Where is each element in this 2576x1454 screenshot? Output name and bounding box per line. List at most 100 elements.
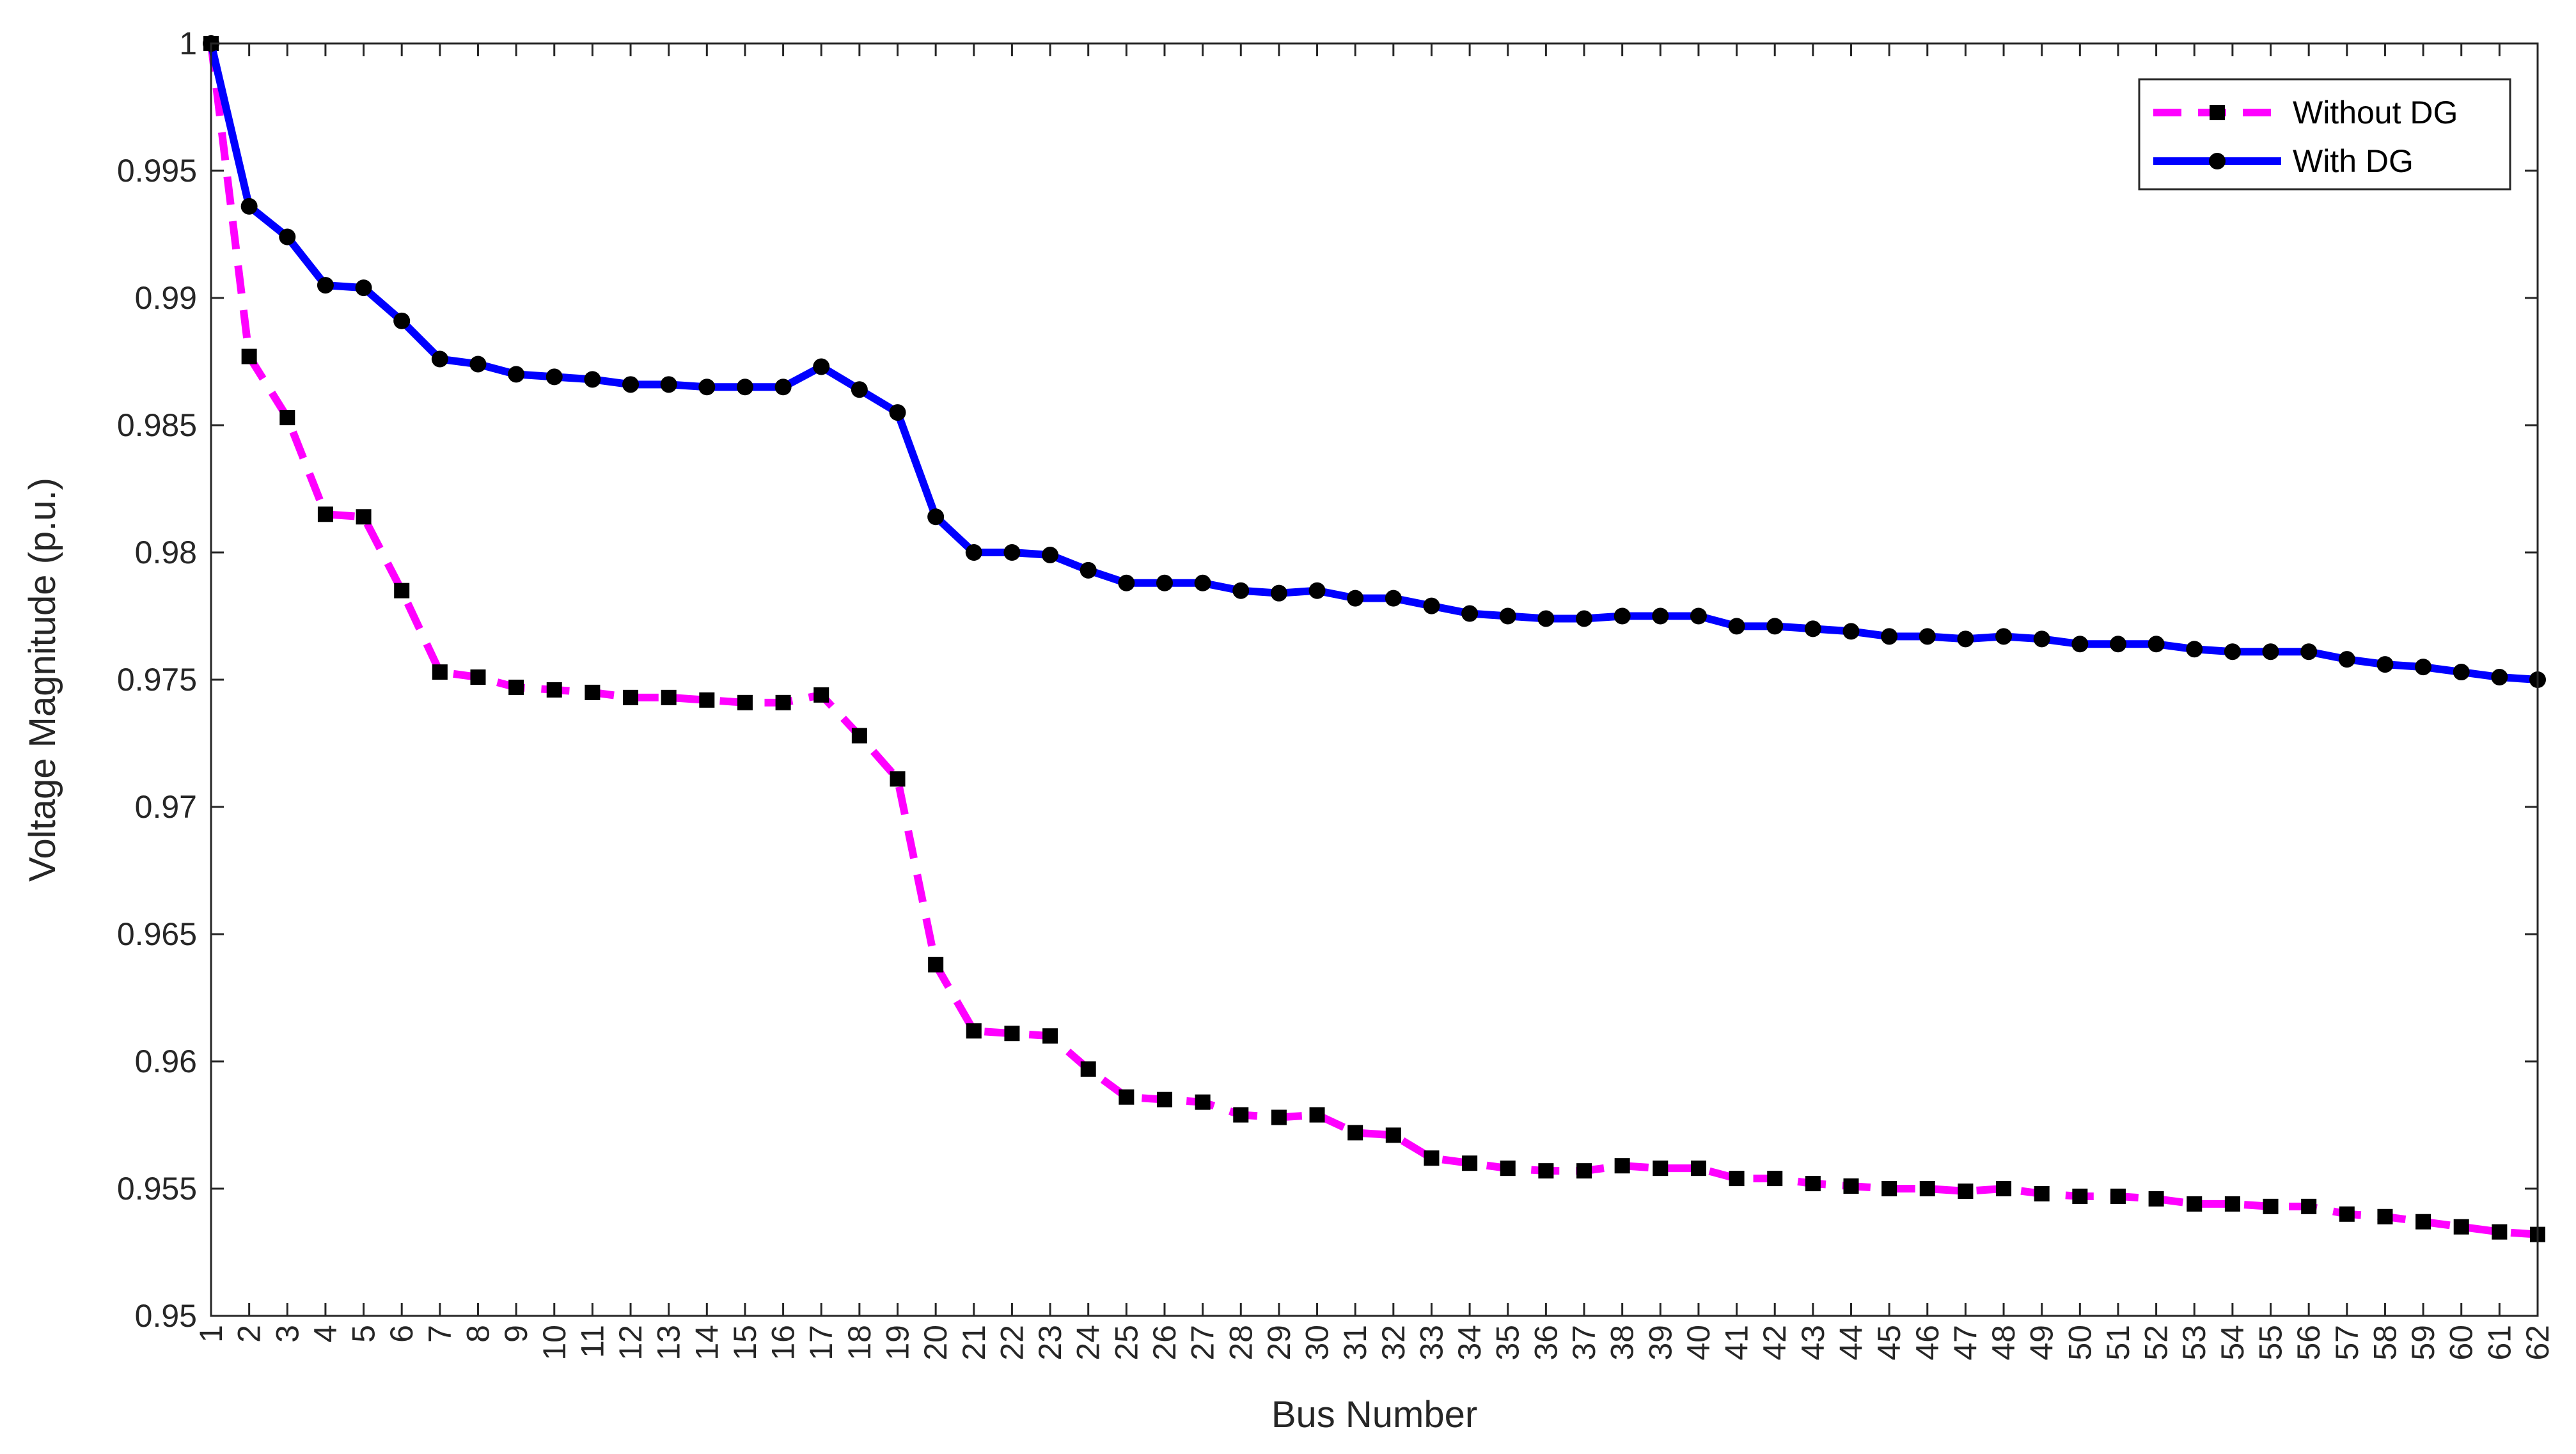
data-point-circle [1728,618,1745,635]
y-tick-label: 0.995 [117,153,197,189]
data-point-square [1958,1183,1974,1199]
x-tick-label: 46 [1910,1325,1945,1361]
data-point-square [1996,1181,2012,1196]
x-tick-label: 36 [1528,1325,1564,1361]
data-point-circle [2338,651,2355,668]
data-point-circle [965,544,982,561]
x-tick-label: 30 [1300,1325,1335,1361]
data-point-square [1347,1125,1363,1141]
legend-label: With DG [2293,143,2414,179]
x-tick-label: 52 [2139,1325,2174,1361]
data-point-square [1462,1155,1478,1171]
data-point-square [394,582,410,598]
legend-entry: Without DG [2153,95,2458,130]
data-point-square [508,679,524,695]
data-point-square [813,687,829,703]
data-point-circle [1881,628,1898,645]
x-tick-label: 62 [2520,1325,2556,1361]
data-point-circle [1232,582,1250,599]
legend-label: Without DG [2293,95,2458,130]
legend-box [2138,78,2511,191]
x-tick-label: 34 [1452,1325,1488,1361]
x-axis-label: Bus Number [1271,1394,1477,1435]
data-point-circle [2224,643,2241,661]
data-point-circle [1080,561,1097,579]
data-point-square [2148,1191,2164,1207]
data-point-circle [431,350,448,368]
x-tick-label: 35 [1490,1325,1526,1361]
x-tick-label: 7 [422,1325,458,1343]
data-point-square [356,509,372,525]
data-point-circle [393,312,411,329]
data-point-circle [851,381,868,398]
data-point-square [775,694,791,710]
x-tick-label: 42 [1757,1325,1793,1361]
data-point-square [1004,1026,1020,1042]
data-point-square [2224,1196,2240,1212]
x-tick-label: 51 [2100,1325,2136,1361]
x-tick-label: 55 [2253,1325,2289,1361]
data-point-square [2034,1185,2050,1201]
y-tick-label: 0.96 [135,1044,197,1079]
data-point-circle [2148,636,2165,653]
data-point-circle [2453,664,2470,681]
data-point-square [2072,1188,2088,1204]
legend: Without DG With DG [2138,78,2511,191]
x-tick-label: 38 [1605,1325,1640,1361]
x-tick-label: 9 [498,1325,534,1343]
data-point-circle [698,379,716,396]
data-point-circle [1118,574,1135,591]
data-point-square [1195,1094,1211,1110]
data-point-circle [317,277,334,294]
data-point-square [1500,1161,1516,1176]
data-point-circle [2071,636,2089,653]
x-tick-label: 33 [1413,1325,1449,1361]
data-point-circle [584,371,601,388]
data-point-square [2339,1206,2355,1222]
data-point-square [928,957,944,973]
data-point-circle [1614,607,1631,625]
series-layer [203,35,2546,1242]
x-tick-label: 27 [1185,1325,1221,1361]
y-tick-label: 0.975 [117,662,197,698]
data-point-circle [1537,610,1555,627]
data-point-square [1538,1163,1554,1179]
x-tick-label: 13 [651,1325,687,1361]
data-point-square [1233,1107,1249,1123]
axis-ticks: 0.95 0.955 0.96 0.965 0.97 0.975 0.98 0.985 0.99… [117,26,2556,1361]
x-tick-label: 3 [269,1325,305,1343]
data-point-circle [2186,641,2203,658]
data-point-circle [927,508,945,526]
x-tick-label: 24 [1071,1325,1106,1361]
data-point-circle [1003,544,1021,561]
data-point-circle [1995,628,2013,645]
x-tick-label: 15 [727,1325,763,1361]
x-tick-label: 58 [2367,1325,2403,1361]
y-tick-label: 0.97 [135,789,197,825]
data-point-circle [1766,618,1784,635]
x-tick-label: 54 [2215,1325,2250,1361]
data-point-circle [1270,584,1287,602]
series-with-dg [203,35,2546,688]
data-point-square [1881,1181,1897,1196]
data-point-circle [1499,607,1516,625]
x-tick-label: 4 [308,1325,343,1343]
data-point-square [2301,1198,2317,1214]
x-tick-label: 25 [1108,1325,1144,1361]
data-point-circle [2300,643,2318,661]
data-point-circle [240,198,258,215]
data-point-circle [813,358,830,375]
y-tick-label: 0.99 [135,280,197,316]
x-tick-label: 1 [193,1325,229,1343]
y-tick-label: 0.955 [117,1171,197,1207]
x-tick-label: 56 [2291,1325,2327,1361]
data-point-circle [622,376,640,393]
x-tick-label: 50 [2062,1325,2098,1361]
x-tick-label: 28 [1223,1325,1259,1361]
data-point-circle [2376,656,2394,673]
x-tick-label: 14 [689,1325,725,1361]
data-point-circle [1576,610,1593,627]
x-tick-label: 53 [2176,1325,2212,1361]
